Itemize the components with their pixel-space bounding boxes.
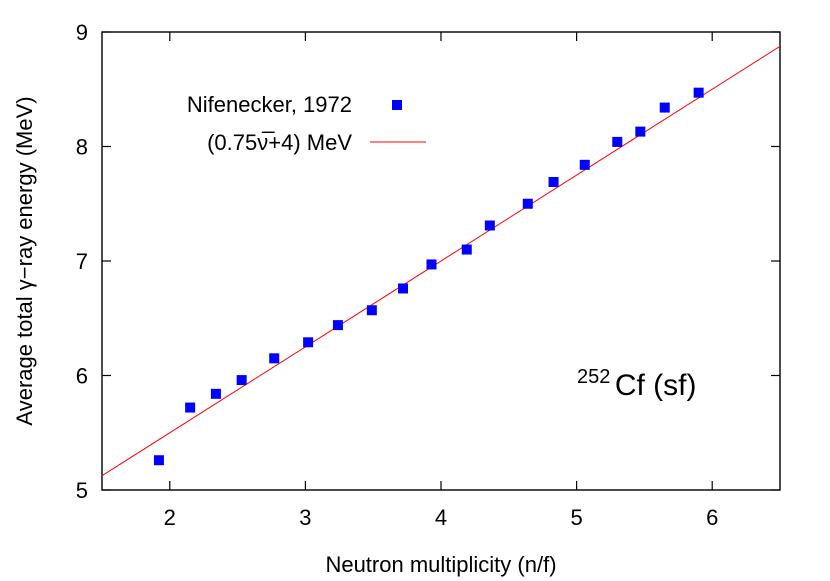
y-tick-label: 9 <box>76 20 88 45</box>
annotation-superscript: 252 <box>577 366 610 388</box>
data-point <box>269 353 280 364</box>
data-point <box>579 159 590 170</box>
data-point <box>332 320 343 331</box>
data-point <box>303 337 314 348</box>
data-point <box>693 87 704 98</box>
legend: Nifenecker, 1972 (0.75ν̅+4) MeV <box>187 92 426 155</box>
series-clip-group <box>102 45 780 477</box>
data-point <box>635 126 646 137</box>
x-tick-label: 3 <box>299 505 311 530</box>
reaction-annotation: 252 Cf (sf) <box>577 366 696 402</box>
series-layer <box>102 45 780 477</box>
data-point <box>612 136 623 147</box>
y-axis-label: Average total γ−ray energy (MeV) <box>12 96 37 425</box>
data-point <box>210 388 221 399</box>
axis-ticks <box>102 31 780 491</box>
legend-label-points: Nifenecker, 1972 <box>187 92 352 117</box>
data-point <box>659 102 670 113</box>
data-point <box>398 283 409 294</box>
data-point <box>461 244 472 255</box>
tick-labels: 2 3 4 5 6 5 6 7 8 9 <box>76 20 719 530</box>
data-point <box>236 375 247 386</box>
annotation-text: Cf (sf) <box>615 369 697 402</box>
x-tick-label: 4 <box>435 505 447 530</box>
data-point <box>548 176 559 187</box>
data-point <box>484 220 495 231</box>
legend-label-line: (0.75ν̅+4) MeV <box>207 130 352 155</box>
y-tick-label: 5 <box>76 478 88 503</box>
y-tick-label: 7 <box>76 249 88 274</box>
x-axis-label: Neutron multiplicity (n/f) <box>325 552 556 577</box>
data-point <box>366 305 377 316</box>
y-tick-label: 8 <box>76 135 88 160</box>
data-point <box>522 198 533 209</box>
y-tick-label: 6 <box>76 364 88 389</box>
data-point <box>185 402 196 413</box>
x-tick-label: 6 <box>706 505 718 530</box>
x-tick-label: 2 <box>164 505 176 530</box>
x-tick-label: 5 <box>570 505 582 530</box>
data-point <box>153 455 164 466</box>
legend-marker-points <box>392 100 402 110</box>
data-point <box>426 259 437 270</box>
fit-line <box>102 45 780 477</box>
